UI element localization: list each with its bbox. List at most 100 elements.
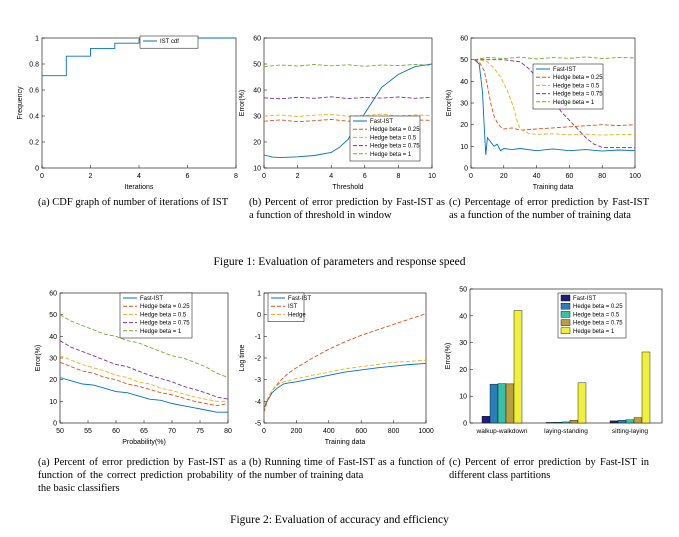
legend-swatch bbox=[560, 311, 571, 318]
legend-label: Hedge beta = 1 bbox=[140, 329, 182, 335]
plot-frame bbox=[263, 37, 433, 169]
bar bbox=[569, 420, 579, 424]
x-tick-label: 10 bbox=[428, 173, 436, 180]
series-line-2 bbox=[474, 59, 636, 136]
legend-label: Fast-IST bbox=[140, 296, 163, 302]
x-tick-label: 4 bbox=[137, 173, 141, 180]
x-tick-label: 800 bbox=[388, 428, 400, 435]
series-line-0 bbox=[59, 377, 228, 413]
category-label: sitting-laying bbox=[612, 428, 649, 435]
x-axis-label: Training data bbox=[325, 439, 366, 446]
chart-running-time: -5 -4 -3 -2 -1 0 1 Log time Training data 0 200 400… bbox=[239, 291, 434, 447]
x-tick-label: 0 bbox=[262, 428, 266, 435]
legend-label: Fast-IST bbox=[553, 67, 576, 73]
legend-label: Fast-IST bbox=[288, 296, 311, 302]
y-tick-label: 30 bbox=[253, 114, 261, 121]
series-line-1 bbox=[474, 59, 636, 131]
y-axis-label: Error(%) bbox=[446, 90, 453, 116]
series-line-3 bbox=[263, 96, 433, 100]
legend-label: Hedge beta = 1 bbox=[370, 152, 412, 158]
x-tick-label: 65 bbox=[140, 428, 148, 435]
x-tick-label: 0 bbox=[469, 173, 473, 180]
bar bbox=[481, 416, 491, 424]
bar bbox=[513, 310, 523, 424]
bar bbox=[553, 421, 563, 424]
y-tick-label: 10 bbox=[253, 166, 261, 173]
x-tick-label: 600 bbox=[355, 428, 367, 435]
y-axis-label: Error(%) bbox=[35, 345, 42, 371]
bar bbox=[505, 383, 515, 424]
y-tick-label: 0 bbox=[35, 166, 39, 173]
x-tick-label: 50 bbox=[56, 428, 64, 435]
legend-label: Hedge beta = 0.5 bbox=[553, 83, 600, 89]
series-line-4 bbox=[59, 314, 229, 378]
y-tick-label: 50 bbox=[459, 287, 467, 294]
caption-fig2c: (c) Percent of error prediction by Fast-… bbox=[449, 457, 649, 481]
series-line-2 bbox=[59, 355, 228, 402]
legend-label: Hedge beta = 0.75 bbox=[553, 92, 603, 98]
x-tick-label: 75 bbox=[196, 428, 204, 435]
y-tick-label: 60 bbox=[460, 36, 468, 43]
y-tick-label: 0 bbox=[53, 421, 57, 428]
caption-fig1b: (b) Percent of error prediction by Fast-… bbox=[249, 197, 445, 221]
y-tick-label: 0 bbox=[464, 166, 468, 173]
y-tick-label: 30 bbox=[460, 101, 468, 108]
x-tick-label: 40 bbox=[533, 173, 541, 180]
series-line-0 bbox=[263, 63, 433, 159]
category-label: walkup-walkdown bbox=[476, 428, 528, 435]
bar bbox=[641, 351, 651, 424]
y-tick-label: 20 bbox=[459, 367, 467, 374]
x-tick-label: 60 bbox=[566, 173, 574, 180]
x-tick-label: 6 bbox=[186, 173, 190, 180]
bar bbox=[489, 383, 499, 424]
y-tick-label: 20 bbox=[253, 140, 261, 147]
y-tick-label: 20 bbox=[460, 122, 468, 129]
legend-label: Hedge beta = 0.75 bbox=[573, 321, 623, 327]
bar bbox=[497, 383, 507, 424]
bar bbox=[625, 419, 635, 424]
category-label: laying-standing bbox=[544, 428, 588, 435]
y-tick-label: -4 bbox=[255, 399, 261, 406]
x-axis-label: Threshold bbox=[332, 184, 363, 191]
x-tick-label: 80 bbox=[224, 428, 232, 435]
x-axis-label: Iterations bbox=[125, 184, 154, 191]
x-axis-label: Probability(%) bbox=[122, 439, 166, 446]
y-tick-label: 0.2 bbox=[29, 140, 39, 147]
legend-label: Hedge beta = 1 bbox=[553, 100, 595, 106]
bar bbox=[545, 422, 555, 424]
legend-label: Hedge beta = 1 bbox=[573, 329, 615, 335]
legend-label: Hedge beta = 0.5 bbox=[370, 135, 417, 141]
y-tick-label: 30 bbox=[459, 340, 467, 347]
legend-swatch bbox=[560, 294, 571, 302]
y-tick-label: -2 bbox=[255, 356, 261, 363]
chart-error-vs-probability: 0 10 20 30 40 50 60 Error(%) Probability(%) 50 55 6… bbox=[35, 291, 232, 447]
y-tick-label: 50 bbox=[49, 312, 57, 319]
y-tick-label: 10 bbox=[49, 399, 57, 406]
series-line-0 bbox=[474, 59, 636, 156]
legend-label: IST cdf bbox=[160, 39, 179, 45]
y-tick-label: 0 bbox=[463, 421, 467, 428]
x-tick-label: 8 bbox=[234, 173, 238, 180]
x-tick-label: 0 bbox=[262, 173, 266, 180]
bar bbox=[561, 421, 571, 424]
plot-frame bbox=[41, 37, 237, 169]
x-tick-label: 0 bbox=[40, 173, 44, 180]
figure2-caption: Figure 2: Evaluation of accuracy and eff… bbox=[230, 514, 449, 526]
caption-fig1a: (a) CDF graph of number of iterations of… bbox=[38, 197, 229, 208]
y-tick-label: 0.4 bbox=[29, 114, 39, 121]
y-tick-label: 0 bbox=[257, 312, 261, 319]
legend-label: Fast-IST bbox=[573, 296, 596, 302]
y-tick-label: 0.8 bbox=[29, 62, 39, 69]
chart-cdf-iterations: 0 0.2 0.4 0.6 0.8 1 Frequency Iterations 0 2 4 6 8 IS… bbox=[17, 35, 238, 192]
x-tick-label: 55 bbox=[84, 428, 92, 435]
legend-box bbox=[139, 35, 199, 49]
chart-error-by-class-partition: 0 10 20 30 40 50 Error(%) walkup-walkdown laying… bbox=[445, 287, 663, 435]
y-tick-label: 40 bbox=[253, 88, 261, 95]
legend-label: Hedge beta = 0.25 bbox=[553, 75, 603, 81]
y-tick-label: -3 bbox=[255, 377, 261, 384]
legend-swatch bbox=[560, 319, 571, 326]
bar bbox=[633, 417, 643, 424]
figure1-caption: Figure 1: Evaluation of parameters and r… bbox=[213, 256, 466, 268]
x-tick-label: 6 bbox=[363, 173, 367, 180]
series-line-1 bbox=[263, 313, 427, 413]
